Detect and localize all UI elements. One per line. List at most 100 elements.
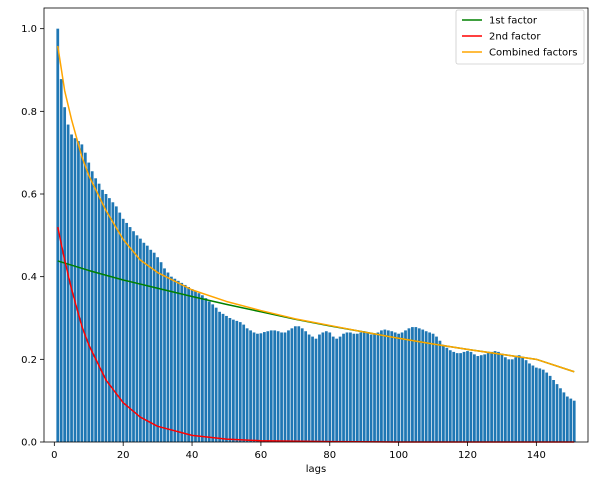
bar-lag-76	[314, 338, 318, 442]
bar-lag-1	[56, 28, 60, 442]
bar-lag-59	[256, 333, 259, 442]
bar-lag-102	[404, 330, 407, 442]
bar-lag-150	[569, 398, 573, 442]
x-tick-label: 40	[186, 450, 199, 461]
bar-lag-18	[114, 206, 118, 442]
bar-lag-67	[283, 332, 287, 442]
bar-lag-36	[176, 280, 180, 442]
bar-lag-17	[111, 202, 115, 442]
bar-lag-119	[462, 351, 466, 442]
bar-lag-70	[293, 326, 297, 442]
bar-lag-56	[245, 328, 249, 442]
legend-label-1: 1st factor	[489, 16, 538, 27]
legend-label-3: Combined factors	[489, 48, 578, 59]
bar-lag-77	[318, 334, 321, 442]
bar-lag-9	[83, 152, 87, 443]
bar-lag-48	[218, 311, 221, 442]
bar-lag-45	[207, 301, 211, 442]
bar-lag-16	[108, 198, 111, 442]
bar-lag-12	[94, 178, 98, 443]
bar-lag-3	[63, 107, 67, 442]
bar-lag-87	[352, 333, 356, 442]
bar-lag-66	[280, 332, 283, 442]
bar-lag-99	[393, 332, 397, 442]
bar-lag-64	[273, 330, 277, 442]
bar-lag-147	[559, 388, 562, 442]
bar-lag-110	[431, 333, 435, 442]
bar-lag-90	[362, 331, 366, 442]
bar-lag-137	[524, 360, 528, 442]
bar-lag-8	[80, 144, 84, 442]
bar-lag-92	[369, 334, 373, 442]
y-tick-label: 0.2	[21, 355, 37, 366]
series-line-2	[57, 226, 575, 443]
bar-lag-149	[565, 396, 569, 442]
bar-lag-148	[562, 392, 566, 442]
bar-lag-85	[345, 332, 349, 442]
bar-lag-60	[259, 333, 263, 442]
y-tick-label: 1.0	[21, 24, 37, 35]
bar-lag-11	[90, 171, 94, 442]
bar-lag-6	[73, 138, 77, 442]
bar-lag-103	[407, 328, 411, 442]
bar-lag-107	[421, 329, 425, 442]
bar-lag-109	[428, 332, 431, 442]
series-line-3	[57, 45, 575, 373]
bar-lag-82	[335, 338, 339, 442]
bar-lag-96	[383, 329, 387, 442]
bar-lag-51	[228, 318, 232, 442]
bar-lag-140	[534, 367, 538, 442]
bar-lag-121	[469, 351, 473, 442]
bar-lag-30	[156, 257, 159, 442]
bar-lag-126	[486, 353, 490, 442]
bar-lag-146	[555, 384, 559, 442]
bar-lag-111	[435, 336, 438, 442]
bar-lag-33	[166, 272, 170, 442]
bar-lag-13	[97, 183, 101, 443]
bar-lag-139	[531, 365, 535, 442]
plot-frame	[43, 7, 589, 443]
bar-lag-38	[183, 284, 187, 442]
y-tick-label: 0.0	[21, 438, 37, 449]
bar-lag-112	[438, 340, 442, 442]
x-tick-label: 0	[51, 450, 57, 461]
bar-lag-134	[514, 357, 518, 442]
bar-lag-55	[242, 324, 246, 442]
bar-lag-135	[517, 355, 521, 442]
bar-lag-4	[66, 124, 70, 442]
bar-lag-43	[201, 295, 204, 442]
bar-lag-44	[204, 298, 208, 442]
bar-lag-22	[128, 227, 132, 442]
y-tick-label: 0.8	[21, 107, 37, 118]
bar-lag-34	[170, 276, 173, 442]
bar-lag-113	[442, 344, 445, 442]
bar-lag-84	[342, 333, 345, 442]
bar-lag-57	[249, 330, 252, 442]
y-tick-label: 0.4	[21, 272, 37, 283]
bar-lag-144	[548, 375, 552, 442]
bar-lag-94	[376, 332, 380, 442]
bar-lag-25	[139, 238, 142, 442]
bar-lag-106	[417, 328, 421, 442]
legend-label-2: 2nd factor	[489, 32, 541, 43]
bar-lag-93	[373, 333, 376, 442]
bar-lag-79	[324, 331, 328, 442]
bar-lag-81	[331, 336, 335, 442]
bar-lag-15	[104, 194, 108, 442]
x-tick-label: 120	[458, 450, 477, 461]
bar-lag-72	[300, 328, 304, 442]
bar-lag-88	[355, 333, 359, 442]
bar-lag-108	[424, 331, 428, 442]
bar-lag-117	[455, 353, 459, 442]
bar-lag-24	[135, 235, 139, 442]
bar-lag-2	[59, 79, 63, 442]
bar-lag-114	[445, 347, 449, 442]
bar-lag-98	[390, 331, 394, 442]
bar-lag-21	[125, 222, 129, 442]
lines-layer	[57, 45, 575, 443]
bar-lag-71	[297, 326, 301, 442]
bar-lag-138	[528, 363, 531, 442]
bar-lag-127	[490, 351, 493, 442]
bar-lag-136	[521, 357, 524, 442]
bar-lag-53	[235, 320, 239, 442]
